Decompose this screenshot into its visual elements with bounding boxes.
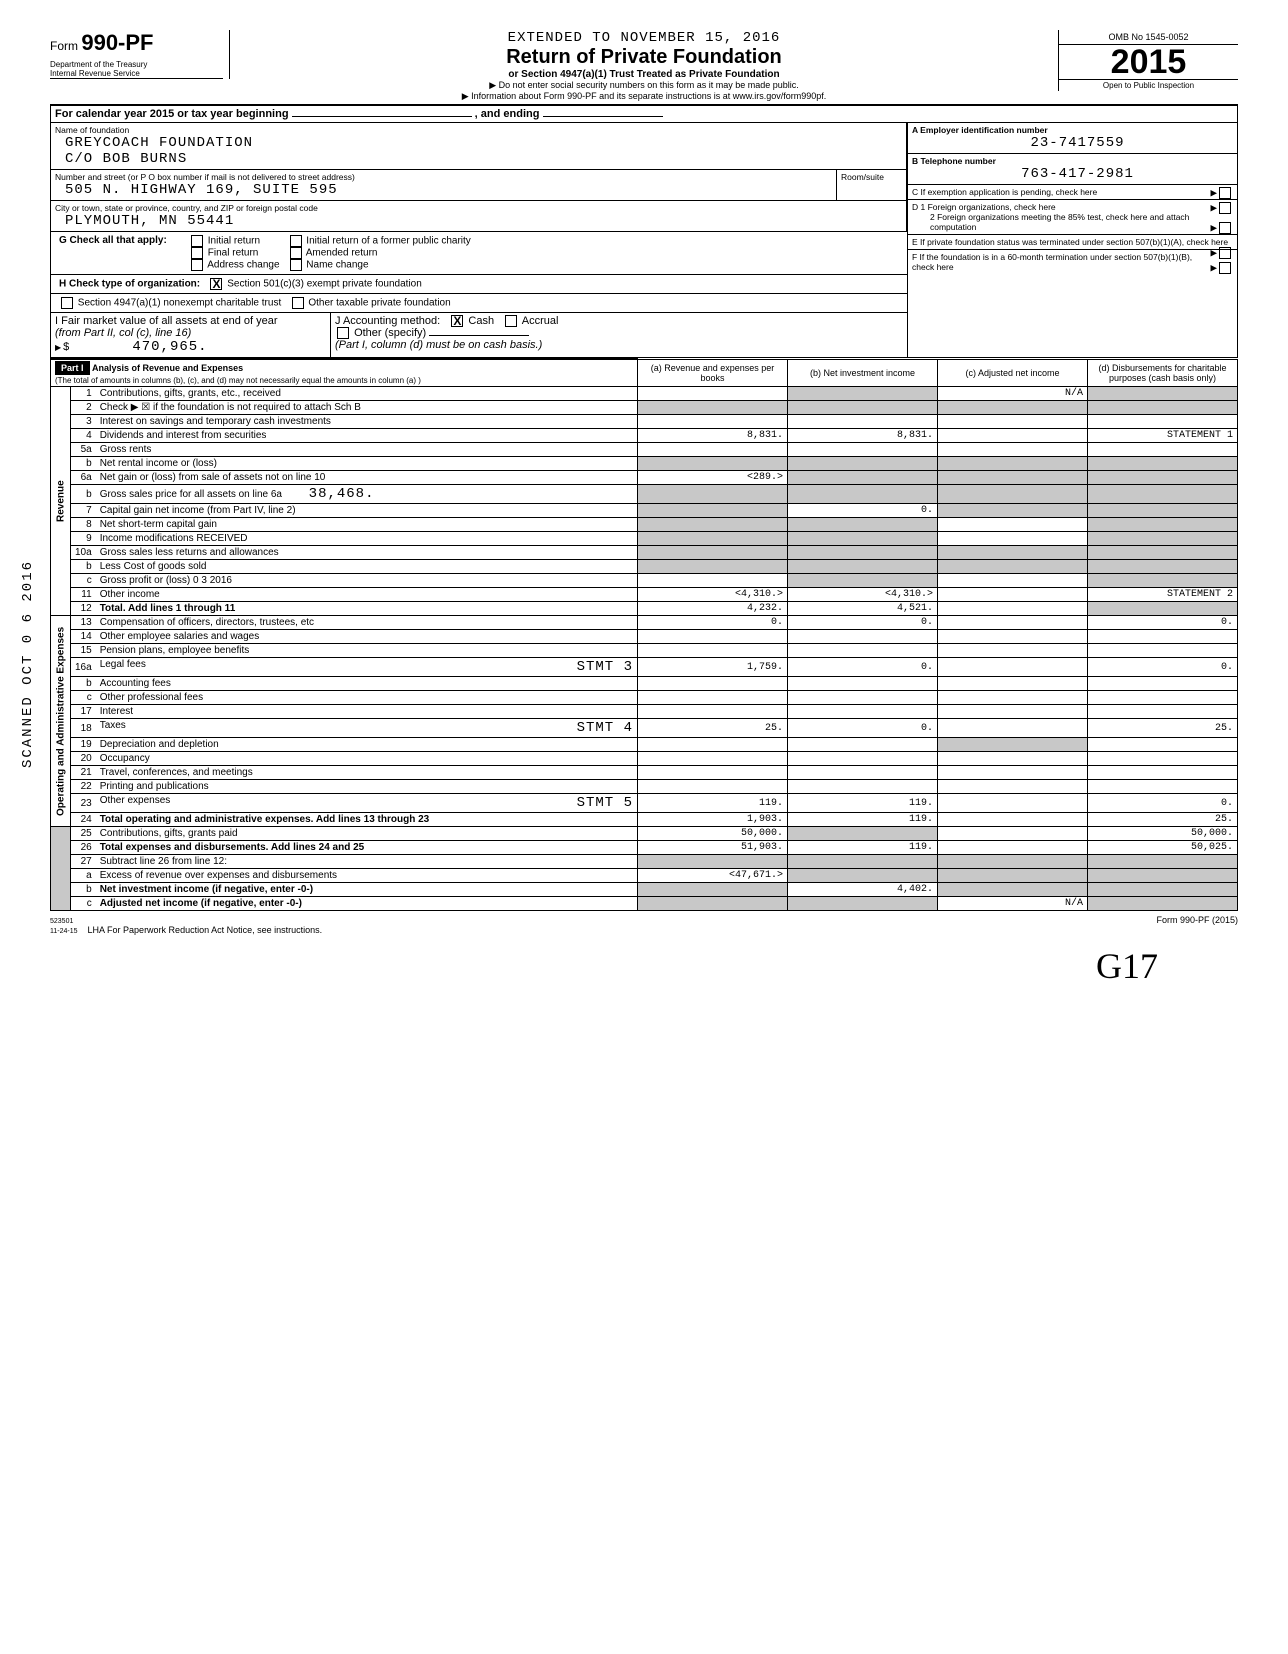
- h-check-row: H Check type of organization: Section 50…: [51, 275, 907, 294]
- c-row: C If exemption application is pending, c…: [908, 185, 1237, 200]
- col-b-header: (b) Net investment income: [788, 359, 938, 387]
- part1-table: Part I Analysis of Revenue and Expenses …: [50, 358, 1238, 911]
- col-d-header: (d) Disbursements for charitable purpose…: [1088, 359, 1238, 387]
- form-title: Return of Private Foundation: [238, 46, 1050, 69]
- info-url: ▶ Information about Form 990-PF and its …: [238, 91, 1050, 102]
- d-row: D 1 Foreign organizations, check here ▶ …: [908, 200, 1237, 235]
- dept-treasury: Department of the Treasury Internal Reve…: [50, 60, 223, 79]
- tax-year: 2015: [1059, 45, 1238, 79]
- foundation-city: PLYMOUTH, MN 55441: [55, 213, 902, 229]
- ssn-warning: ▶ Do not enter social security numbers o…: [238, 80, 1050, 91]
- handwritten-note: G17: [50, 945, 1238, 987]
- col-a-header: (a) Revenue and expenses per books: [638, 359, 788, 387]
- footer: 523501 11-24-15 LHA For Paperwork Reduct…: [50, 915, 1238, 935]
- open-inspection: Open to Public Inspection: [1059, 79, 1238, 91]
- name-label: Name of foundation: [55, 125, 902, 135]
- form-header: Form 990-PF Department of the Treasury I…: [50, 30, 1238, 102]
- form-subtitle: or Section 4947(a)(1) Trust Treated as P…: [238, 69, 1050, 80]
- i-j-row: I Fair market value of all assets at end…: [51, 313, 907, 357]
- g-check-row: G Check all that apply: Initial return F…: [51, 232, 907, 275]
- city-label: City or town, state or province, country…: [55, 203, 902, 213]
- part1-label: Part I: [55, 361, 90, 375]
- calendar-year-row: For calendar year 2015 or tax year begin…: [51, 106, 1237, 123]
- form-number: Form 990-PF: [50, 30, 223, 56]
- foundation-co: C/O BOB BURNS: [55, 151, 902, 167]
- room-label: Room/suite: [841, 172, 902, 182]
- h-check-row2: Section 4947(a)(1) nonexempt charitable …: [51, 294, 907, 313]
- e-row: E If private foundation status was termi…: [908, 235, 1237, 250]
- telephone: 763-417-2981: [912, 166, 1233, 182]
- opex-side: Operating and Administrative Expenses: [51, 616, 71, 827]
- ein: 23-7417559: [912, 135, 1233, 151]
- addr-label: Number and street (or P O box number if …: [55, 172, 832, 182]
- revenue-side: Revenue: [51, 387, 71, 616]
- f-row: F If the foundation is in a 60-month ter…: [908, 250, 1237, 274]
- extended-date: EXTENDED TO NOVEMBER 15, 2016: [238, 30, 1050, 46]
- col-c-header: (c) Adjusted net income: [938, 359, 1088, 387]
- foundation-name: GREYCOACH FOUNDATION: [55, 135, 902, 151]
- scanned-stamp: SCANNED OCT 0 6 2016: [20, 560, 36, 768]
- foundation-addr: 505 N. HIGHWAY 169, SUITE 595: [55, 182, 832, 198]
